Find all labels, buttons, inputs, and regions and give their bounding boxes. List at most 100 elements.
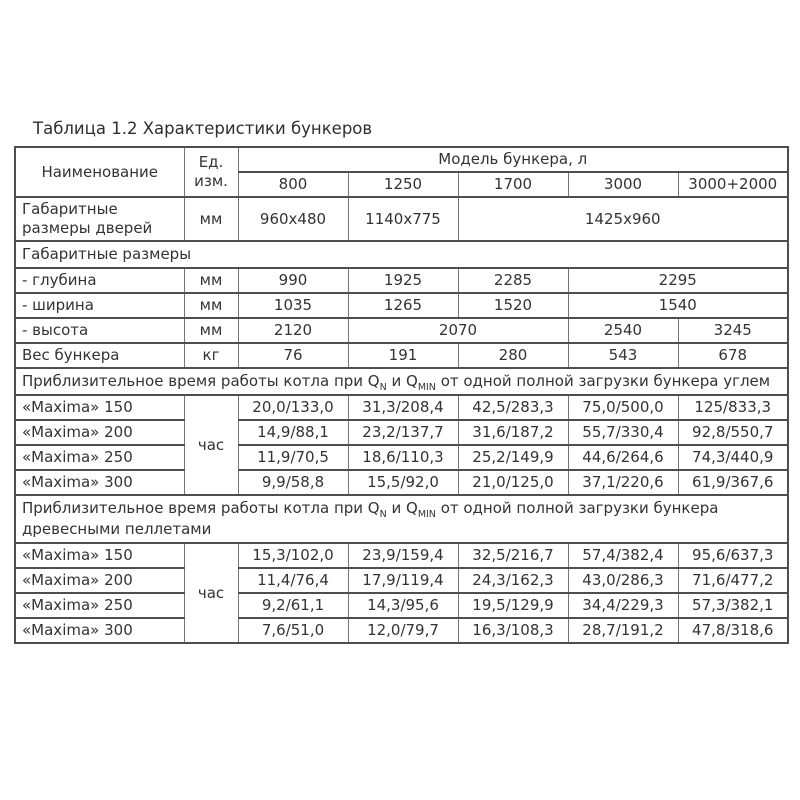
value-cell: 28,7/191,2 [567,617,679,644]
value-cell: 21,0/125,0 [457,469,569,496]
row-label-cell: «Maxima» 200 [14,419,185,446]
column-header-name: Наименование [14,146,185,198]
value-cell: 32,5/216,7 [457,542,569,569]
row-label-cell: - глубина [14,267,185,294]
value-cell: 23,9/159,4 [347,542,459,569]
value-cell: 16,3/108,3 [457,617,569,644]
value-cell: 75,0/500,0 [567,394,679,421]
value-cell: 280 [457,342,569,369]
table-row: Вес бункера кг 76 191 280 543 678 [14,342,789,369]
value-cell: 11,4/76,4 [237,567,349,594]
unit-cell: час [183,542,239,644]
value-cell: 960x480 [237,196,349,242]
value-cell: 990 [237,267,349,294]
table-row: «Maxima» 200 11,4/76,4 17,9/119,4 24,3/162,… [14,567,789,594]
value-cell: 15,3/102,0 [237,542,349,569]
section-header-cell: Приблизительное время работы котла при Q… [14,494,789,544]
value-cell: 20,0/133,0 [237,394,349,421]
value-cell: 678 [677,342,789,369]
value-cell: 9,2/61,1 [237,592,349,619]
value-cell: 1925 [347,267,459,294]
value-cell: 42,5/283,3 [457,394,569,421]
table-row: Габаритные размеры [14,240,789,269]
value-cell: 76 [237,342,349,369]
value-cell: 9,9/58,8 [237,469,349,496]
value-cell: 19,5/129,9 [457,592,569,619]
value-cell: 1035 [237,292,349,319]
value-cell: 47,8/318,6 [677,617,789,644]
row-label-cell: «Maxima» 150 [14,542,185,569]
table-row: «Maxima» 250 11,9/70,5 18,6/110,3 25,2/149,… [14,444,789,471]
value-cell: 31,6/187,2 [457,419,569,446]
table-row: «Maxima» 150 час 20,0/133,0 31,3/208,4 42,5/… [14,394,789,496]
value-cell: 17,9/119,4 [347,567,459,594]
row-label-cell: «Maxima» 300 [14,617,185,644]
value-cell: 2070 [347,317,569,344]
row-label-cell: - ширина [14,292,185,319]
value-cell: 57,3/382,1 [677,592,789,619]
table-row: «Maxima» 300 9,9/58,8 15,5/92,0 21,0/125,0 3… [14,469,789,496]
table-row: 800 1250 1700 3000 3000+2000 [15,171,789,198]
value-cell: 125/833,3 [677,394,789,421]
unit-cell: мм [183,317,239,344]
unit-cell: мм [183,292,239,319]
unit-cell: час [183,394,239,496]
value-cell: 1425x960 [457,196,789,242]
value-cell: 191 [347,342,459,369]
column-header-model: 800 [237,171,349,198]
column-header-model: 1700 [457,171,569,198]
value-cell: 2285 [457,267,569,294]
row-label-cell: Габаритные размеры дверей [14,196,185,242]
value-cell: 7,6/51,0 [237,617,349,644]
value-cell: 55,7/330,4 [567,419,679,446]
value-cell: 57,4/382,4 [567,542,679,569]
unit-cell: мм [183,196,239,242]
value-cell: 44,6/264,6 [567,444,679,471]
value-cell: 1540 [567,292,789,319]
table-row: - ширина мм 1035 1265 1520 1540 [14,292,789,319]
row-label-cell: Вес бункера [14,342,185,369]
value-cell: 12,0/79,7 [347,617,459,644]
value-cell: 15,5/92,0 [347,469,459,496]
value-cell: 25,2/149,9 [457,444,569,471]
value-cell: 37,1/220,6 [567,469,679,496]
value-cell: 1265 [347,292,459,319]
value-cell: 34,4/229,3 [567,592,679,619]
value-cell: 18,6/110,3 [347,444,459,471]
value-cell: 74,3/440,9 [677,444,789,471]
column-header-model: 1250 [347,171,459,198]
table-row: Наименование Ед. изм. Модель бункера, л [14,146,789,198]
value-cell: 14,9/88,1 [237,419,349,446]
table-row: - глубина мм 990 1925 2285 2295 [14,267,789,294]
table-row: Габаритные размеры дверей мм 960x480 1140x7… [14,196,789,242]
table-row: «Maxima» 250 9,2/61,1 14,3/95,6 19,5/129,9 3… [14,592,789,619]
section-header-cell: Габаритные размеры [14,240,789,269]
row-label-cell: «Maxima» 250 [14,592,185,619]
value-cell: 95,6/637,3 [677,542,789,569]
value-cell: 24,3/162,3 [457,567,569,594]
table-row: «Maxima» 200 14,9/88,1 23,2/137,7 31,6/187,… [14,419,789,446]
value-cell: 2540 [567,317,679,344]
row-label-cell: «Maxima» 200 [14,567,185,594]
value-cell: 92,8/550,7 [677,419,789,446]
value-cell: 31,3/208,4 [347,394,459,421]
table-row: «Maxima» 300 7,6/51,0 12,0/79,7 16,3/108,3 2… [14,617,789,644]
value-cell: 2120 [237,317,349,344]
row-label-cell: «Maxima» 300 [14,469,185,496]
value-cell: 11,9/70,5 [237,444,349,471]
value-cell: 1140x775 [347,196,459,242]
value-cell: 43,0/286,3 [567,567,679,594]
bunker-characteristics-table: Наименование Ед. изм. Модель бункера, л 800… [14,146,789,644]
value-cell: 61,9/367,6 [677,469,789,496]
table-body: Наименование Ед. изм. Модель бункера, л 800… [14,146,789,644]
section-header-cell: Приблизительное время работы котла при Q… [14,367,789,396]
value-cell: 23,2/137,7 [347,419,459,446]
value-cell: 2295 [567,267,789,294]
table-row: «Maxima» 150 час 15,3/102,0 23,9/159,4 32,5/… [14,542,789,644]
column-header-model: 3000+2000 [677,171,789,198]
value-cell: 14,3/95,6 [347,592,459,619]
table-row: Приблизительное время работы котла при Q… [14,367,789,396]
row-label-cell: - высота [14,317,185,344]
value-cell: 1520 [457,292,569,319]
